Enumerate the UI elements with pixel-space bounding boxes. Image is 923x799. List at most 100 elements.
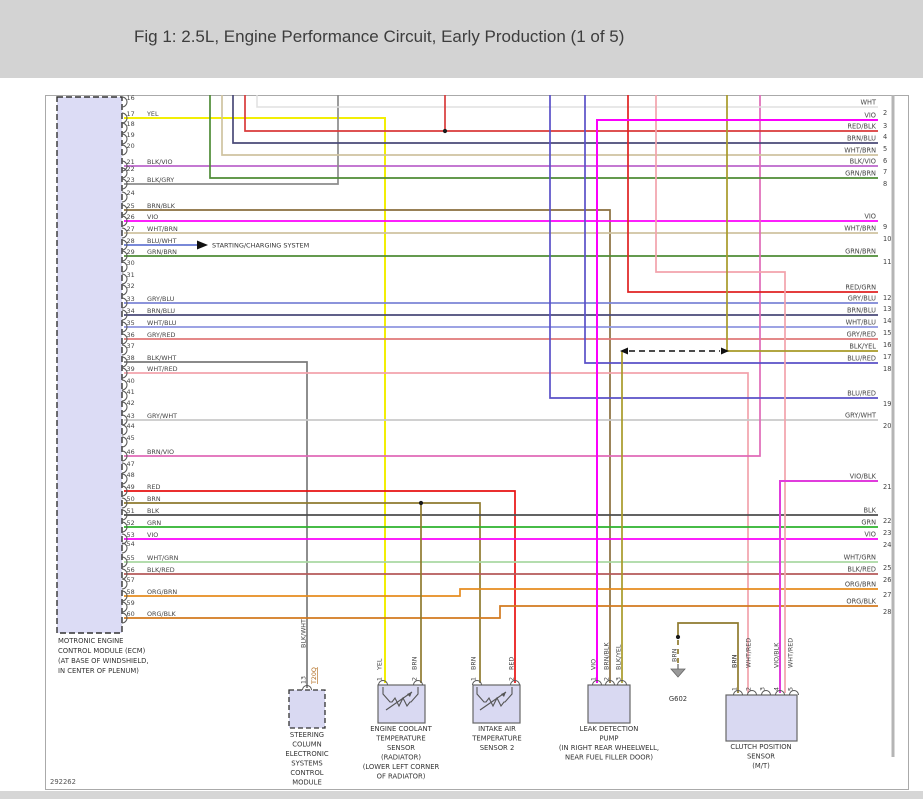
component-caption: ELECTRONIC bbox=[285, 750, 328, 758]
ecm-pin-number: 49 bbox=[127, 483, 135, 491]
right-pin-label: GRY/WHT bbox=[845, 412, 877, 420]
ecm-pin-number: 52 bbox=[127, 519, 135, 527]
ecm-pin-label: WHT/BRN bbox=[147, 225, 178, 233]
ecm-pin-number: 22 bbox=[127, 165, 135, 173]
component-caption: OF RADIATOR) bbox=[377, 773, 426, 781]
scm-pin-label: BLK/WHT bbox=[301, 619, 308, 648]
right-pin-number: 17 bbox=[883, 353, 891, 361]
right-pin-number: 9 bbox=[883, 223, 887, 231]
component-pin-label: BRN bbox=[732, 654, 739, 668]
ecm-pin-number: 34 bbox=[127, 307, 135, 315]
right-pin-label: WHT/BRN bbox=[844, 225, 876, 233]
right-pin-label: RED/BLK bbox=[847, 123, 876, 131]
component-caption: (M/T) bbox=[752, 762, 770, 770]
ecm-pin-label: BLK/RED bbox=[147, 566, 175, 574]
component-pin-label: WHT/RED bbox=[788, 638, 795, 668]
ecm-pin-number: 50 bbox=[127, 495, 135, 503]
ecm-pin-label: WHT/BLU bbox=[147, 319, 177, 327]
ecm-pin-number: 37 bbox=[127, 342, 135, 350]
ecm-pin-number: 20 bbox=[127, 142, 135, 150]
component-caption: SENSOR 2 bbox=[480, 744, 515, 752]
ecm-pin-label: GRY/RED bbox=[147, 331, 176, 339]
ecm-caption: MOTRONIC ENGINE bbox=[58, 637, 123, 645]
ecm-pin-number: 23 bbox=[127, 176, 135, 184]
component-caption: (LOWER LEFT CORNER bbox=[363, 763, 440, 771]
ecm-pin-number: 16 bbox=[127, 95, 135, 102]
right-pin-number: 14 bbox=[883, 317, 891, 325]
right-pin-label: ORG/BRN bbox=[845, 581, 876, 589]
component-caption: (RADIATOR) bbox=[381, 754, 421, 762]
ecm-pin-label: GRY/BLU bbox=[147, 295, 175, 303]
component-caption: CLUTCH POSITION bbox=[730, 743, 791, 751]
right-pin-label: WHT/BRN bbox=[844, 147, 876, 155]
component-caption: PUMP bbox=[599, 735, 618, 743]
figure-number: 292262 bbox=[50, 778, 76, 786]
ecm-pin-label: BRN/BLK bbox=[147, 202, 176, 210]
ecm-pin-number: 51 bbox=[127, 507, 135, 515]
page-title: Fig 1: 2.5L, Engine Performance Circuit,… bbox=[134, 27, 624, 47]
ecm-pin-number: 19 bbox=[127, 131, 135, 139]
ecm-pin-number: 38 bbox=[127, 354, 135, 362]
component-pin-number: 2 bbox=[509, 677, 516, 681]
ecm-pin-number: 41 bbox=[127, 388, 135, 396]
right-pin-number: 20 bbox=[883, 422, 891, 430]
ecm-pin-number: 40 bbox=[127, 377, 135, 385]
right-pin-number: 2 bbox=[883, 109, 887, 117]
ecm-pin-number: 24 bbox=[127, 189, 135, 197]
right-pin-number: 16 bbox=[883, 341, 891, 349]
ecm-pin-label: BLU/WHT bbox=[147, 237, 177, 245]
right-pin-number: 25 bbox=[883, 564, 891, 572]
component-pin-number: 2 bbox=[412, 677, 419, 681]
component-caption: COLUMN bbox=[292, 741, 321, 749]
right-pin-label: BLK/YEL bbox=[849, 343, 876, 351]
component-pin-label: WHT/RED bbox=[746, 638, 753, 668]
junction-dot bbox=[419, 501, 423, 505]
ecm-pin-number: 48 bbox=[127, 471, 135, 479]
component-pin-label: BLK/YEL bbox=[616, 644, 623, 670]
ecm-pin-number: 60 bbox=[127, 610, 135, 618]
ecm-pin-number: 42 bbox=[127, 399, 135, 407]
ecm-pin-number: 59 bbox=[127, 599, 135, 607]
right-pin-number: 19 bbox=[883, 400, 891, 408]
component-pin-number: 1 bbox=[591, 677, 598, 681]
right-pin-label: GRN/BRN bbox=[845, 170, 876, 178]
right-pin-number: 3 bbox=[883, 122, 887, 130]
right-pin-label: BLU/RED bbox=[847, 355, 876, 363]
ecm-pin-label: GRN/BRN bbox=[147, 248, 177, 256]
ground-wire-label: BRN bbox=[672, 648, 679, 662]
ecm-pin-number: 39 bbox=[127, 365, 135, 373]
ecm-pin-label: GRN bbox=[147, 519, 161, 527]
right-pin-label: BLU/RED bbox=[847, 390, 876, 398]
component-caption: SENSOR bbox=[747, 753, 775, 761]
right-pin-label: WHT bbox=[860, 99, 876, 107]
ecm-pin-label: BLK/VIO bbox=[147, 158, 173, 166]
right-pin-label: ORG/BLK bbox=[846, 598, 876, 606]
ecm-pin-number: 47 bbox=[127, 460, 135, 468]
right-pin-number: 21 bbox=[883, 483, 891, 491]
component-caption: NEAR FUEL FILLER DOOR) bbox=[565, 754, 653, 762]
ecm-pin-number: 28 bbox=[127, 237, 135, 245]
component-caption: CONTROL bbox=[290, 769, 323, 777]
component-pin-label: VIO bbox=[591, 659, 598, 670]
wiring-diagram-canvas: STARTING/CHARGING SYSTEMG6021617YEL18192… bbox=[45, 95, 909, 790]
right-pin-label: VIO bbox=[864, 531, 876, 539]
ecm-pin-number: 45 bbox=[127, 434, 135, 442]
ecm-pin-label: BRN/VIO bbox=[147, 448, 174, 456]
component-pin-number: 4 bbox=[774, 687, 781, 691]
ecm-pin-label: VIO bbox=[147, 213, 158, 221]
right-pin-label: BRN/BLU bbox=[847, 135, 876, 143]
right-pin-label: BLK/VIO bbox=[850, 158, 876, 166]
component-pin-number: 3 bbox=[760, 687, 767, 691]
component-pin-number: 2 bbox=[604, 677, 611, 681]
right-pin-number: 22 bbox=[883, 517, 891, 525]
ecm-pin-number: 58 bbox=[127, 588, 135, 596]
component-caption: INTAKE AIR bbox=[478, 725, 516, 733]
ecm-pin-label: ORG/BRN bbox=[147, 588, 177, 596]
ecm-pin-label: ORG/BLK bbox=[147, 610, 177, 618]
right-pin-label: GRN bbox=[861, 519, 876, 527]
component-caption: SENSOR bbox=[387, 744, 415, 752]
ecm-pin-label: RED bbox=[147, 483, 160, 491]
ecm-pin-label: BRN bbox=[147, 495, 161, 503]
ecm-box bbox=[57, 97, 122, 633]
right-pin-label: VIO bbox=[864, 213, 876, 221]
